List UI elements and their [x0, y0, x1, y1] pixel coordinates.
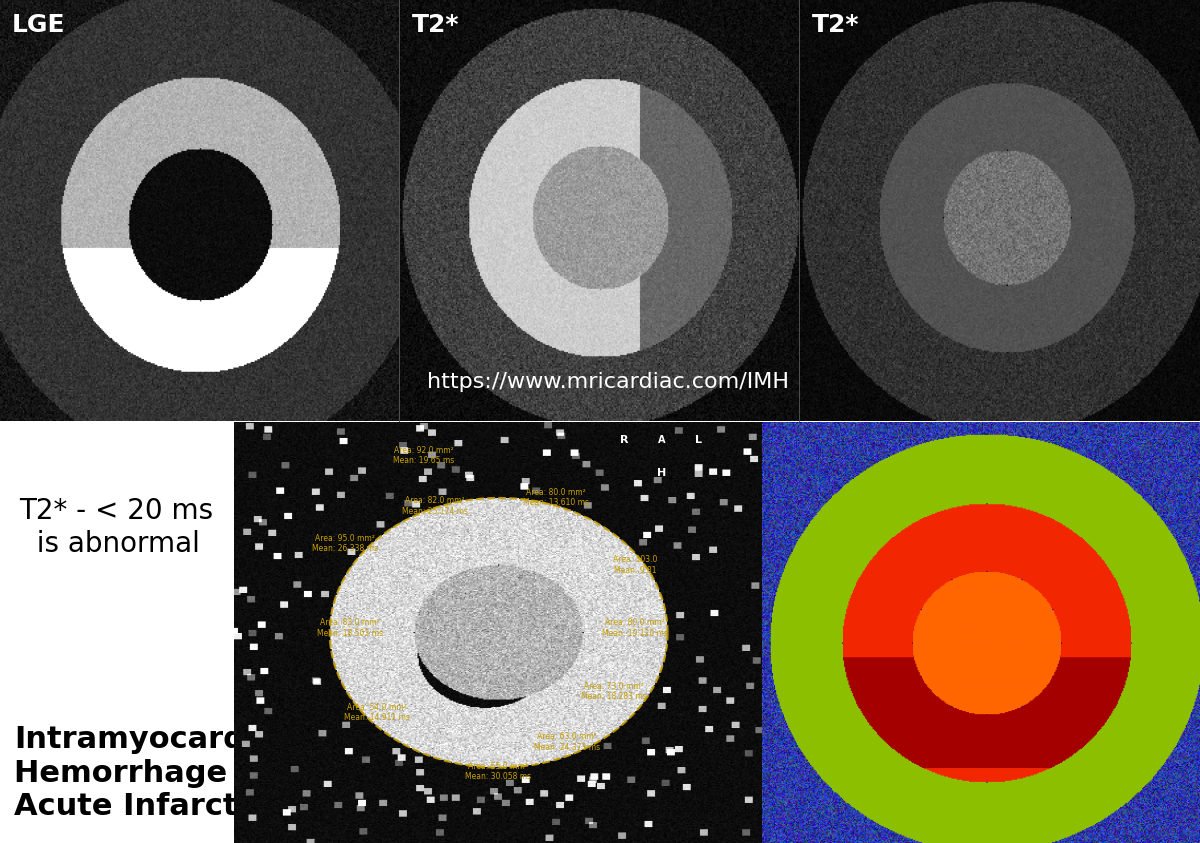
Text: LGE: LGE — [12, 13, 66, 36]
Text: Area: 73.0 mm²
Mean: 18.283 ms: Area: 73.0 mm² Mean: 18.283 ms — [581, 681, 647, 701]
Text: L: L — [695, 435, 702, 444]
Text: R: R — [620, 435, 629, 444]
Text: Area: 55.0 mm²
Mean: 30.058 ms: Area: 55.0 mm² Mean: 30.058 ms — [464, 761, 532, 781]
Text: T2*: T2* — [412, 13, 460, 36]
Text: A: A — [658, 435, 666, 444]
Text: Area: 95.0 mm²
Mean: 26.338 ms: Area: 95.0 mm² Mean: 26.338 ms — [312, 534, 378, 554]
Text: Area: 54.0 mm²
Mean: 14.911 ms: Area: 54.0 mm² Mean: 14.911 ms — [343, 702, 409, 722]
Text: Area: 103.0
Mean: 9.81: Area: 103.0 Mean: 9.81 — [613, 555, 658, 575]
Text: Area: 63.0 mm²
Mean: 24.373 ms: Area: 63.0 mm² Mean: 24.373 ms — [534, 732, 600, 752]
Text: Area: 80.0 mm²
Mean: 19.120 ms: Area: 80.0 mm² Mean: 19.120 ms — [602, 618, 668, 638]
Text: Intramyocardial
Hemorrhage in
Acute Infarction: Intramyocardial Hemorrhage in Acute Infa… — [14, 725, 290, 821]
Text: https://www.mricardiac.com/IMH: https://www.mricardiac.com/IMH — [427, 372, 790, 392]
Text: Area: 83.0 mm²
Mean: 18.503 ms: Area: 83.0 mm² Mean: 18.503 ms — [317, 618, 383, 638]
Text: T2*: T2* — [812, 13, 859, 36]
Text: T2* - < 20 ms
  is abnormal: T2* - < 20 ms is abnormal — [19, 497, 212, 558]
Text: Area: 82.0 mm²
Mean: 25.174 ms: Area: 82.0 mm² Mean: 25.174 ms — [402, 496, 468, 516]
Text: Area: 92.0 mm²
Mean: 19.65 ms: Area: 92.0 mm² Mean: 19.65 ms — [394, 445, 455, 465]
Text: Area: 80.0 mm²
Mean: 13.610 ms: Area: 80.0 mm² Mean: 13.610 ms — [523, 487, 589, 507]
Text: H: H — [658, 469, 666, 478]
